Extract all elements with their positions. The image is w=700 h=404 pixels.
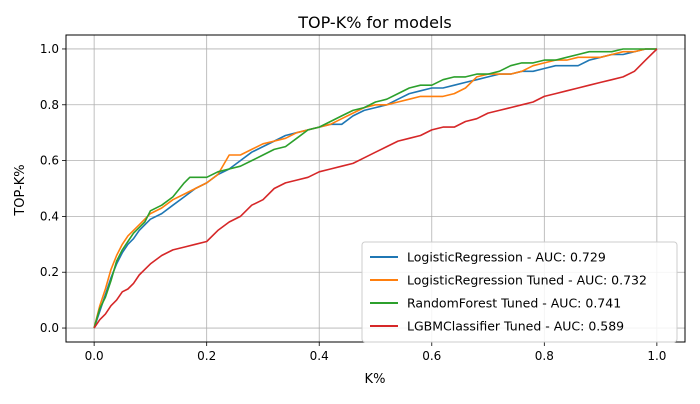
series-layer xyxy=(93,48,658,329)
x-tick-label: 0.4 xyxy=(310,349,329,363)
y-tick-label: 0.8 xyxy=(40,98,59,112)
axis-ticks: 0.0 0.2 0.4 0.6 0.8 1.0 0.0 0.2 0.4 0.6 0.8 1.0 xyxy=(40,42,667,363)
legend: LogisticRegression - AUC: 0.729 LogisticR… xyxy=(361,241,678,343)
y-tick-label: 0.4 xyxy=(40,209,59,223)
chart-title: TOP-K% for models xyxy=(297,13,451,32)
x-tick-label: 1.0 xyxy=(647,349,666,363)
x-tick-label: 0.2 xyxy=(197,349,216,363)
y-tick-label: 0.2 xyxy=(40,265,59,279)
legend-box xyxy=(361,241,678,343)
y-tick-label: 0.0 xyxy=(40,321,59,335)
series-line-3 xyxy=(93,48,658,329)
legend-label-1: LogisticRegression Tuned - AUC: 0.732 xyxy=(407,273,647,288)
legend-label-3: LGBMClassifier Tuned - AUC: 0.589 xyxy=(407,319,624,334)
y-tick-label: 0.6 xyxy=(40,154,59,168)
x-axis-label: K% xyxy=(365,372,386,387)
legend-label-2: RandomForest Tuned - AUC: 0.741 xyxy=(407,296,621,311)
series-line-2 xyxy=(93,48,657,329)
legend-label-0: LogisticRegression - AUC: 0.729 xyxy=(407,250,606,265)
y-tick-label: 1.0 xyxy=(40,42,59,56)
y-axis-label: TOP-K% xyxy=(13,164,28,216)
x-tick-label: 0.0 xyxy=(85,349,104,363)
series-line-0 xyxy=(93,48,657,329)
x-tick-label: 0.6 xyxy=(422,349,441,363)
x-tick-label: 0.8 xyxy=(535,349,554,363)
